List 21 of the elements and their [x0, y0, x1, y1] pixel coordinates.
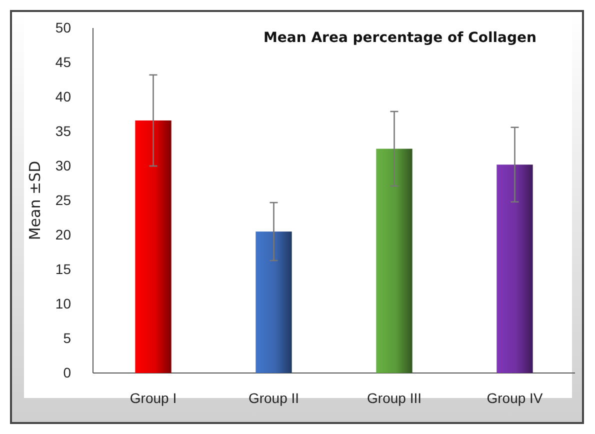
x-tick-label: Group I: [130, 390, 177, 406]
y-tick-label: 50: [55, 19, 72, 36]
y-tick-label: 25: [55, 192, 72, 208]
x-tick-label: Group III: [367, 390, 422, 406]
bar: [256, 232, 292, 373]
y-tick-label: 30: [55, 157, 72, 174]
chart-title: Mean Area percentage of Collagen: [264, 30, 536, 46]
x-tick-label: Group IV: [486, 390, 544, 406]
bar: [376, 148, 412, 373]
bar: [135, 120, 172, 373]
bar: [496, 164, 533, 373]
y-tick-label: 45: [55, 54, 72, 70]
x-tick-label: Group II: [248, 390, 300, 406]
y-tick-label: 15: [55, 260, 72, 277]
y-axis-title: Mean ±SD: [26, 160, 44, 240]
y-tick-label: 10: [55, 295, 72, 312]
y-tick-label: 35: [55, 122, 72, 139]
y-tick-label: 5: [63, 330, 72, 346]
y-tick-label: 40: [55, 88, 72, 104]
y-tick-label: 0: [63, 364, 72, 380]
y-tick-label: 20: [55, 226, 72, 242]
